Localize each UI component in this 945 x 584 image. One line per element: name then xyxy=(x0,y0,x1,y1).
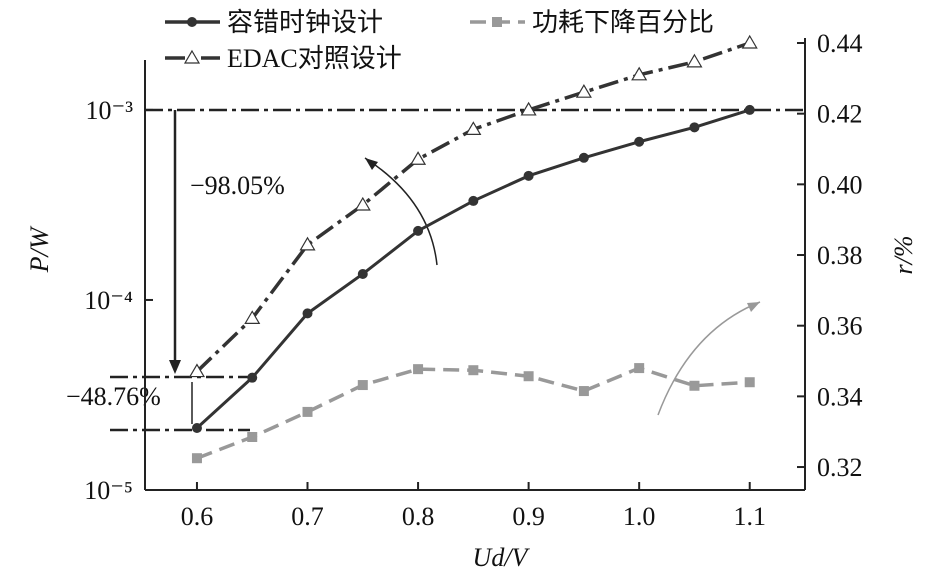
y-tick-label: 10⁻⁴ xyxy=(84,286,133,315)
arrow-head xyxy=(365,158,378,170)
data-point xyxy=(634,136,645,147)
data-point xyxy=(468,195,479,206)
y2-tick-label: 0.44 xyxy=(817,29,863,58)
data-point xyxy=(578,386,589,397)
arrow-head xyxy=(169,360,181,374)
data-point xyxy=(578,152,589,163)
legend-marker xyxy=(187,17,197,27)
data-point xyxy=(523,170,534,181)
legend-label: EDAC对照设计 xyxy=(227,44,402,73)
data-point xyxy=(520,101,537,116)
legend-marker xyxy=(492,17,502,27)
y2-tick-label: 0.38 xyxy=(817,241,863,270)
y-axis-label: P/W xyxy=(25,225,54,273)
data-point xyxy=(299,236,316,251)
data-point xyxy=(413,364,424,375)
y2-tick-label: 0.40 xyxy=(817,170,863,199)
series-line xyxy=(195,108,751,430)
y2-tick-label: 0.42 xyxy=(817,100,863,129)
data-point xyxy=(689,122,700,133)
y2-axis-label: r/% xyxy=(889,236,918,275)
annotation: −98.05% xyxy=(190,171,285,200)
data-point xyxy=(191,422,202,433)
y-tick-label: 10⁻⁵ xyxy=(84,476,133,505)
decorations xyxy=(110,108,805,432)
arrow-head xyxy=(747,302,760,312)
data-point xyxy=(686,53,703,68)
data-point xyxy=(188,363,206,378)
data-point xyxy=(465,121,482,135)
x-axis-label: Ud/V xyxy=(473,543,531,572)
data-point xyxy=(191,453,202,464)
data-point xyxy=(354,196,371,211)
annotation: −48.76% xyxy=(66,382,161,411)
series-line xyxy=(195,41,751,373)
data-point xyxy=(689,380,700,391)
data-point xyxy=(357,380,368,391)
arc-arrow xyxy=(657,301,761,416)
y2-tick-label: 0.36 xyxy=(817,312,863,341)
data-point xyxy=(744,104,755,115)
data-point xyxy=(357,268,368,279)
x-tick-label: 0.7 xyxy=(291,502,324,531)
legend-label: 功耗下降百分比 xyxy=(532,8,714,37)
data-point xyxy=(744,377,755,388)
data-point xyxy=(523,371,534,382)
data-point xyxy=(302,308,313,319)
legend-marker xyxy=(183,49,201,64)
x-tick-label: 1.1 xyxy=(733,502,766,531)
data-point xyxy=(634,363,645,374)
data-point xyxy=(302,406,313,417)
data-point xyxy=(410,151,427,165)
data-point xyxy=(247,431,258,442)
arc-arrow xyxy=(364,157,438,266)
y2-tick-label: 0.32 xyxy=(817,453,863,482)
series-line xyxy=(196,366,750,460)
x-tick-label: 0.6 xyxy=(181,502,214,531)
data-point xyxy=(631,66,648,81)
y2-tick-label: 0.34 xyxy=(817,382,863,411)
data-point xyxy=(741,34,758,49)
y-tick-label: 10⁻³ xyxy=(85,96,133,125)
data-point xyxy=(413,225,424,236)
data-point xyxy=(575,83,592,98)
x-tick-label: 1.0 xyxy=(623,502,656,531)
data-point xyxy=(468,365,479,376)
data-point xyxy=(247,372,258,383)
legend-label: 容错时钟设计 xyxy=(227,8,383,37)
x-tick-label: 0.9 xyxy=(512,502,545,531)
data-point xyxy=(244,310,261,324)
x-tick-label: 0.8 xyxy=(402,502,435,531)
